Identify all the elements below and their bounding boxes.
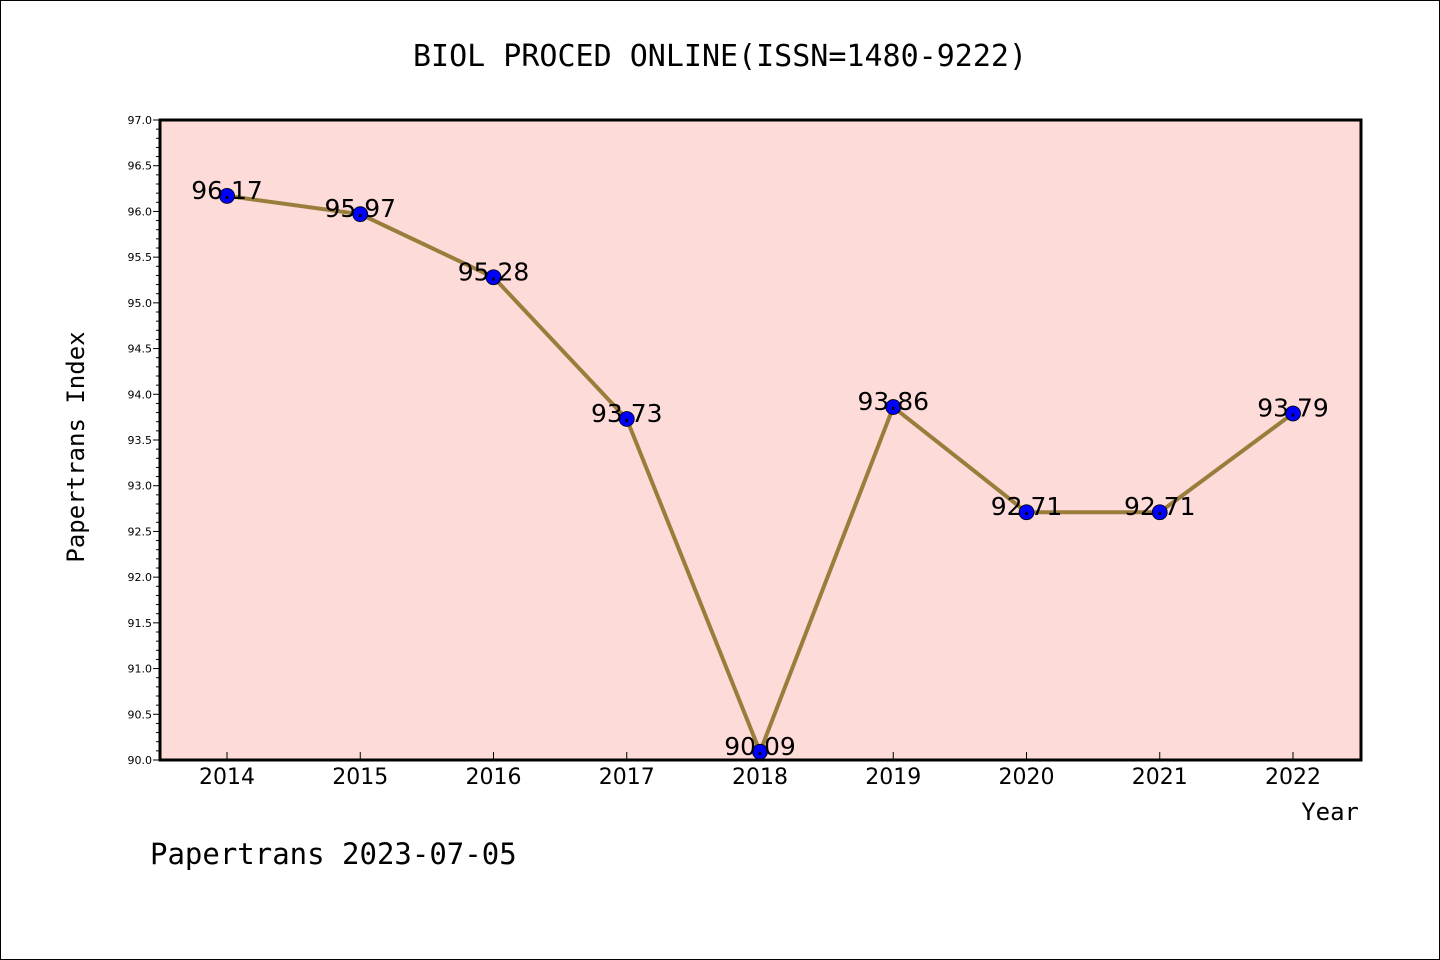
data-point [618,411,635,427]
y-tick-label: 94.5 [128,343,153,356]
y-tick-label: 90.0 [128,754,153,767]
x-tick-label: 2020 [999,765,1055,790]
y-tick-label: 91.5 [128,617,153,630]
y-tick-label: 96.0 [128,205,153,218]
y-tick-label: 93.0 [128,480,153,493]
x-tick-label: 2014 [199,765,255,790]
x-tick-label: 2015 [332,765,388,790]
data-label: 95.97 [324,194,396,223]
y-tick-label: 95.5 [128,251,153,264]
data-point [1151,504,1168,521]
chart-title: BIOL PROCED ONLINE(ISSN=1480-9222) [413,39,1027,74]
y-tick-label: 95.0 [128,297,153,310]
y-axis: 90.0 90.5 91.0 91.5 92.0 92.5 93.0 93.5 94.0 94.5… [128,114,160,767]
data-point [1018,504,1035,521]
y-tick-label: 92.5 [128,525,153,538]
data-label: 93.79 [1257,393,1329,422]
x-axis-label: Year [1301,798,1359,826]
x-tick-label: 2017 [599,765,655,790]
data-point [485,269,502,286]
series-markers [219,187,1301,760]
data-labels: 96.17 95.97 95.28 93.73 90.09 93.86 92.71 92.71… [191,176,1329,761]
y-tick-label: 90.5 [128,708,153,721]
y-tick-label: 93.5 [128,434,153,447]
footer-text: Papertrans 2023-07-05 [150,837,517,871]
data-label: 96.17 [191,176,263,205]
y-axis-label: Papertrans Index [62,331,90,562]
x-tick-label: 2022 [1265,765,1321,790]
y-tick-label: 96.5 [128,160,153,173]
data-label: 92.71 [1124,492,1196,521]
x-tick-label: 2021 [1132,765,1188,790]
data-label: 93.86 [857,387,929,416]
x-tick-label: 2016 [466,765,522,790]
x-tick-label: 2018 [732,765,788,790]
x-axis: 2014 2015 2016 2017 2018 2019 2020 2021 2022 [199,752,1321,790]
data-label: 95.28 [458,257,530,286]
data-point [1285,405,1301,422]
data-label: 92.71 [991,492,1063,521]
data-point [885,399,902,415]
plot-area [160,120,1361,760]
x-tick-label: 2019 [865,765,921,790]
data-point [352,206,369,223]
y-tick-label: 91.0 [128,663,153,676]
data-label: 93.73 [591,399,663,428]
y-tick-label: 97.0 [128,114,153,127]
data-point [219,187,235,204]
data-label: 90.09 [724,732,796,761]
plot-border [158,118,1363,762]
y-tick-label: 92.0 [128,571,153,584]
y-tick-label: 94.0 [128,388,153,401]
